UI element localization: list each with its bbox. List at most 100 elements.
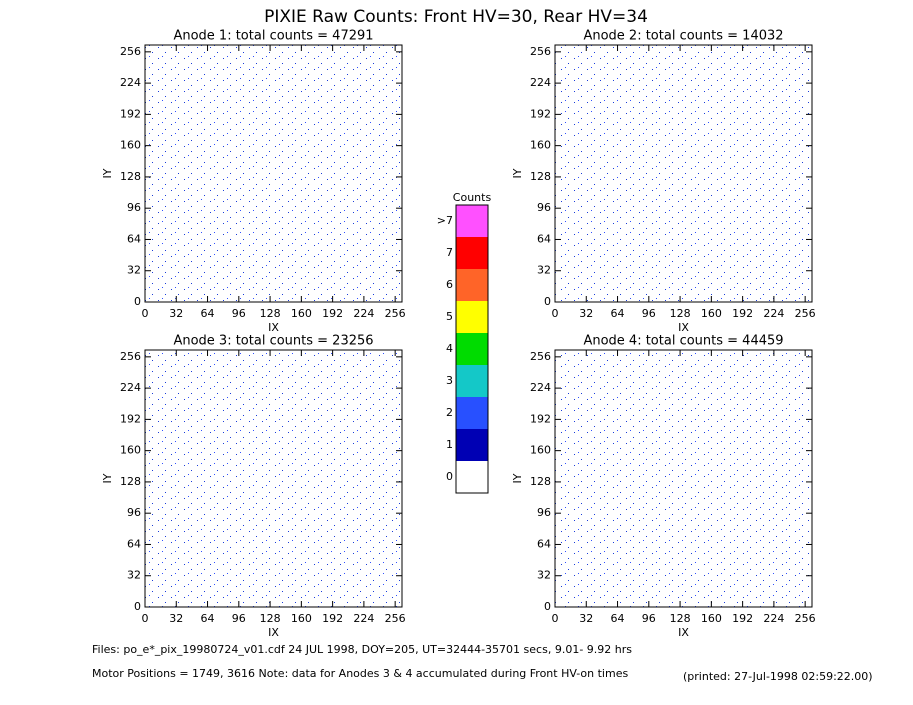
colorbar-label: 1: [446, 438, 453, 451]
colorbar-box: [456, 301, 488, 333]
y-tick-label: 256: [120, 350, 141, 363]
x-tick-label: 160: [701, 612, 722, 625]
plot-frame: [554, 44, 813, 303]
x-tick-label: 32: [579, 307, 593, 320]
colorbar-box: [456, 461, 488, 493]
y-tick-label: 224: [120, 76, 141, 89]
colorbar-label: 7: [446, 246, 453, 259]
x-tick-label: 160: [291, 612, 312, 625]
x-axis-label: IX: [268, 626, 279, 639]
y-tick-label: 256: [530, 350, 551, 363]
x-axis-label: IX: [678, 626, 689, 639]
x-tick-label: 64: [201, 307, 215, 320]
colorbar-label: 6: [446, 278, 453, 291]
x-tick-label: 96: [642, 307, 656, 320]
x-tick-label: 192: [322, 612, 343, 625]
y-tick-label: 0: [544, 600, 551, 613]
x-tick-label: 64: [611, 612, 625, 625]
x-tick-label: 224: [763, 612, 784, 625]
x-tick-label: 256: [795, 612, 816, 625]
x-tick-label: 224: [353, 307, 374, 320]
x-axis-label: IX: [268, 321, 279, 334]
x-tick-label: 128: [670, 307, 691, 320]
plot-frame: [144, 44, 403, 303]
x-tick-label: 32: [579, 612, 593, 625]
y-tick-label: 128: [530, 170, 551, 183]
y-tick-label: 32: [127, 264, 141, 277]
plot-frame: [144, 349, 403, 608]
colorbar-label: 2: [446, 406, 453, 419]
x-tick-label: 128: [260, 612, 281, 625]
x-tick-label: 32: [169, 612, 183, 625]
y-tick-label: 160: [530, 139, 551, 152]
y-tick-label: 96: [127, 506, 141, 519]
x-axis-label: IX: [678, 321, 689, 334]
y-tick-label: 224: [530, 76, 551, 89]
y-tick-label: 256: [120, 45, 141, 58]
y-axis-label: IY: [511, 168, 524, 178]
x-tick-label: 160: [291, 307, 312, 320]
colorbar-box: [456, 205, 488, 237]
y-tick-label: 32: [537, 264, 551, 277]
x-tick-label: 0: [142, 307, 149, 320]
y-tick-label: 160: [530, 444, 551, 457]
y-axis-label: IY: [101, 168, 114, 178]
colorbar-box: [456, 429, 488, 461]
x-tick-label: 192: [732, 307, 753, 320]
y-tick-label: 32: [127, 569, 141, 582]
x-tick-label: 224: [763, 307, 784, 320]
panel-title: Anode 1: total counts = 47291: [173, 29, 373, 44]
panel-title: Anode 2: total counts = 14032: [583, 29, 783, 44]
y-tick-label: 96: [127, 201, 141, 214]
x-tick-label: 96: [642, 612, 656, 625]
y-tick-label: 96: [537, 506, 551, 519]
x-tick-label: 256: [795, 307, 816, 320]
colorbar-box: [456, 365, 488, 397]
y-tick-label: 64: [537, 232, 551, 245]
x-tick-label: 128: [260, 307, 281, 320]
footer-motor: Motor Positions = 1749, 3616 Note: data …: [92, 667, 628, 680]
x-tick-label: 128: [670, 612, 691, 625]
colorbar-title: Counts: [453, 191, 492, 204]
y-tick-label: 64: [127, 232, 141, 245]
y-tick-label: 224: [530, 381, 551, 394]
colorbar-box: [456, 333, 488, 365]
colorbar-label: >7: [437, 214, 453, 227]
y-tick-label: 0: [134, 600, 141, 613]
panel-title: Anode 3: total counts = 23256: [173, 334, 373, 349]
y-tick-label: 224: [120, 381, 141, 394]
x-tick-label: 32: [169, 307, 183, 320]
y-tick-label: 192: [120, 412, 141, 425]
colorbar-box: [456, 237, 488, 269]
footer-printed: (printed: 27-Jul-1998 02:59:22.00): [683, 670, 873, 683]
y-tick-label: 256: [530, 45, 551, 58]
y-tick-label: 32: [537, 569, 551, 582]
y-tick-label: 192: [120, 107, 141, 120]
y-axis-label: IY: [511, 473, 524, 483]
y-tick-label: 0: [544, 295, 551, 308]
x-tick-label: 256: [385, 307, 406, 320]
x-tick-label: 0: [552, 612, 559, 625]
x-tick-label: 256: [385, 612, 406, 625]
x-tick-label: 160: [701, 307, 722, 320]
x-tick-label: 0: [552, 307, 559, 320]
y-tick-label: 128: [530, 475, 551, 488]
colorbar-frame: [455, 204, 489, 494]
y-tick-label: 160: [120, 139, 141, 152]
y-tick-label: 0: [134, 295, 141, 308]
y-tick-label: 160: [120, 444, 141, 457]
x-tick-label: 96: [232, 307, 246, 320]
plot-frame: [554, 349, 813, 608]
y-axis-label: IY: [101, 473, 114, 483]
y-tick-label: 192: [530, 412, 551, 425]
x-tick-label: 192: [322, 307, 343, 320]
colorbar-label: 3: [446, 374, 453, 387]
y-tick-label: 192: [530, 107, 551, 120]
y-tick-label: 128: [120, 475, 141, 488]
colorbar-label: 5: [446, 310, 453, 323]
y-tick-label: 64: [537, 537, 551, 550]
colorbar-label: 4: [446, 342, 453, 355]
footer-files: Files: po_e*_pix_19980724_v01.cdf 24 JUL…: [92, 643, 632, 656]
x-tick-label: 64: [611, 307, 625, 320]
